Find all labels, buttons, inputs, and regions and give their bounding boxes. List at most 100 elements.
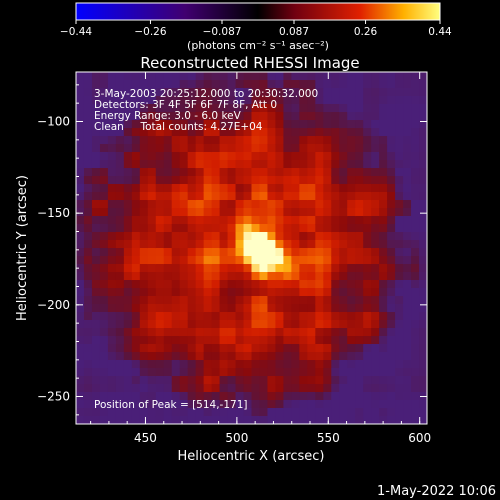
heatmap-cell <box>363 88 372 97</box>
heatmap-cell <box>83 408 93 417</box>
heatmap-cell <box>307 72 316 81</box>
heatmap-cell <box>91 200 101 209</box>
heatmap-cell <box>147 168 157 177</box>
heatmap-cell <box>219 384 229 393</box>
heatmap-cell <box>219 80 229 89</box>
heatmap-cell <box>299 400 308 409</box>
heatmap-cell <box>195 288 205 297</box>
heatmap-cell <box>147 208 157 217</box>
heatmap-cell <box>331 288 340 297</box>
heatmap-cell <box>395 208 404 217</box>
heatmap-cell <box>235 152 245 161</box>
heatmap-cell <box>123 256 133 265</box>
colorbar-tick-label: −0.44 <box>60 26 92 38</box>
heatmap-cell <box>179 128 189 137</box>
heatmap-cell <box>203 368 213 377</box>
heatmap-cell <box>235 80 245 89</box>
heatmap-cell <box>171 112 181 121</box>
heatmap-cell <box>139 184 149 193</box>
heatmap-cell <box>227 160 237 169</box>
x-tick-label: 550 <box>317 431 340 445</box>
heatmap-cell <box>291 208 300 217</box>
heatmap-cell <box>267 208 277 217</box>
heatmap-cell <box>419 272 427 281</box>
heatmap-cell <box>227 304 237 313</box>
heatmap-cell <box>76 232 85 241</box>
heatmap-cell <box>379 184 388 193</box>
heatmap-cell <box>235 336 245 345</box>
heatmap-cell <box>179 376 189 385</box>
heatmap-cell <box>291 352 300 361</box>
heatmap-cell <box>267 328 277 337</box>
heatmap-cell <box>211 200 221 209</box>
heatmap-cell <box>163 384 173 393</box>
heatmap-cell <box>107 304 117 313</box>
heatmap-cell <box>115 272 125 281</box>
heatmap-cell <box>307 400 316 409</box>
heatmap-cell <box>371 296 380 305</box>
heatmap-cell <box>76 80 85 89</box>
heatmap-cell <box>251 352 261 361</box>
heatmap-cell <box>171 72 181 81</box>
heatmap-cell <box>283 96 292 105</box>
heatmap-cell <box>379 192 388 201</box>
heatmap-cell <box>275 400 285 409</box>
heatmap-cell <box>259 328 269 337</box>
heatmap-cell <box>155 256 165 265</box>
heatmap-cell <box>403 392 412 401</box>
heatmap-cell <box>227 264 237 273</box>
heatmap-cell <box>411 200 420 209</box>
heatmap-cell <box>131 88 141 97</box>
heatmap-cell <box>315 88 324 97</box>
heatmap-cell <box>171 360 181 369</box>
heatmap-cell <box>187 216 197 225</box>
heatmap-cell <box>387 304 396 313</box>
heatmap-cell <box>315 328 324 337</box>
heatmap-cell <box>203 216 213 225</box>
heatmap-cell <box>291 368 300 377</box>
heatmap-cell <box>379 232 388 241</box>
heatmap-cell <box>131 376 141 385</box>
heatmap-cell <box>323 352 332 361</box>
heatmap-cell <box>235 304 245 313</box>
heatmap-cell <box>347 344 356 353</box>
heatmap-cell <box>107 232 117 241</box>
heatmap-cell <box>163 336 173 345</box>
heatmap-cell <box>299 288 308 297</box>
heatmap-cell <box>307 248 316 257</box>
heatmap-cell <box>259 384 269 393</box>
heatmap-cell <box>219 168 229 177</box>
heatmap-cell <box>76 304 85 313</box>
heatmap-cell <box>163 224 173 233</box>
heatmap-cell <box>299 256 308 265</box>
heatmap-cell <box>275 336 285 345</box>
heatmap-cell <box>219 416 229 424</box>
heatmap-cell <box>107 248 117 257</box>
heatmap-cell <box>243 96 253 105</box>
heatmap-cell <box>203 88 213 97</box>
heatmap-cell <box>323 208 332 217</box>
heatmap-cell <box>155 384 165 393</box>
heatmap-cell <box>363 392 372 401</box>
heatmap-cell <box>299 88 308 97</box>
heatmap-cell <box>227 328 237 337</box>
heatmap-cell <box>395 104 404 113</box>
heatmap-cell <box>395 152 404 161</box>
heatmap-cell <box>419 216 427 225</box>
heatmap-cell <box>195 384 205 393</box>
x-tick-label: 500 <box>225 431 248 445</box>
heatmap-cell <box>163 120 173 129</box>
heatmap-cell <box>131 312 141 321</box>
heatmap-cell <box>139 224 149 233</box>
heatmap-cell <box>131 288 141 297</box>
heatmap-cell <box>331 368 340 377</box>
heatmap-cell <box>259 312 269 321</box>
heatmap-cell <box>403 304 412 313</box>
heatmap-cell <box>155 72 165 81</box>
heatmap-cell <box>179 344 189 353</box>
heatmap-cell <box>411 416 420 424</box>
heatmap-cell <box>395 248 404 257</box>
heatmap-cell <box>171 192 181 201</box>
heatmap-cell <box>347 216 356 225</box>
heatmap-cell <box>83 416 93 424</box>
